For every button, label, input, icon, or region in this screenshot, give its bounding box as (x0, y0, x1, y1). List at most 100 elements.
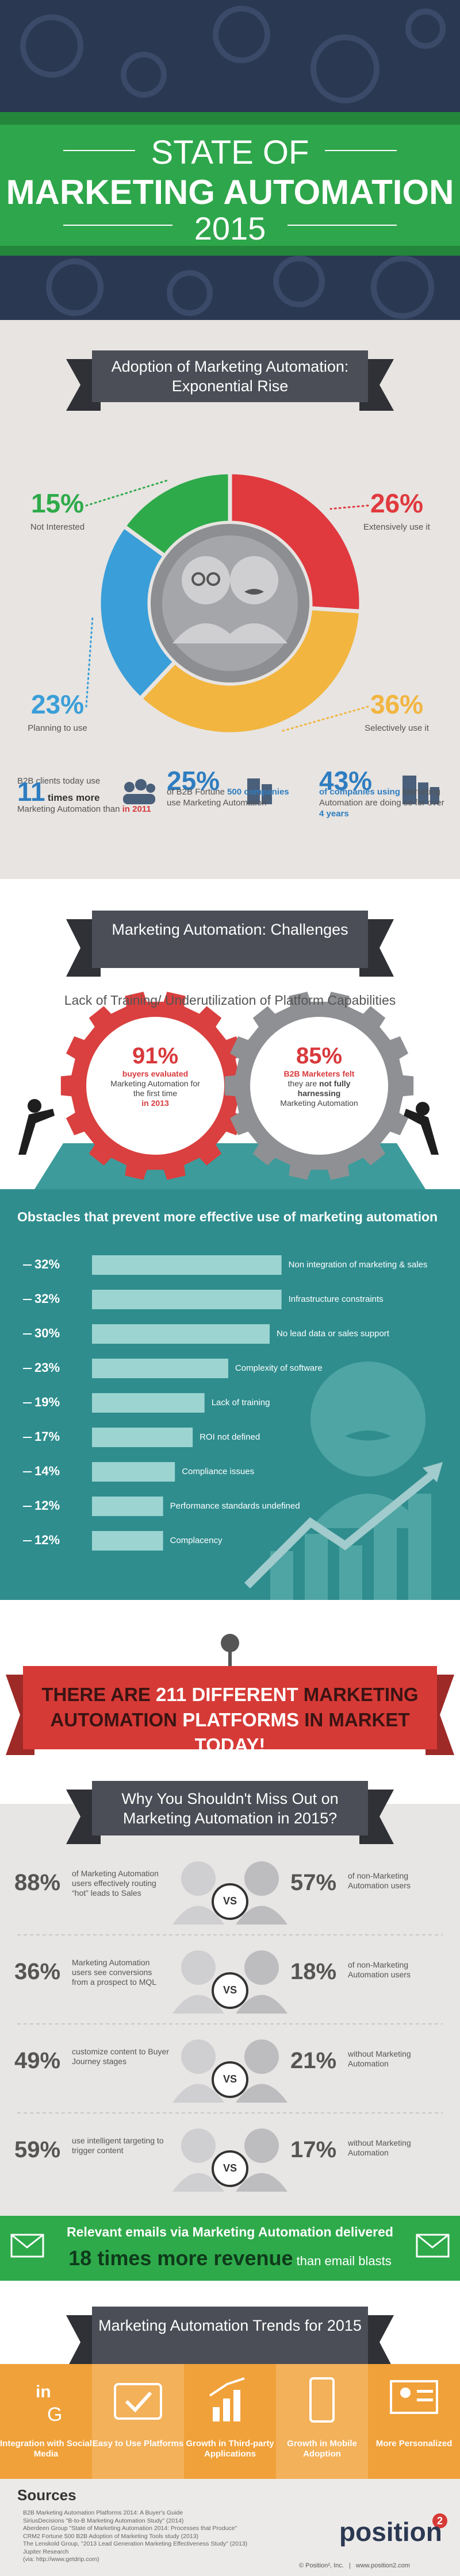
decoration (339, 1545, 362, 1600)
stat-emph: 500 companies (227, 787, 289, 797)
bar-value: 30% (34, 1326, 60, 1340)
left-text: of Marketing Automation users effectivel… (72, 1869, 159, 1898)
decoration (60, 992, 414, 1180)
stat-number: 11 (17, 777, 45, 807)
email-emph: 18 times more revenue (68, 2246, 293, 2270)
decoration (121, 52, 167, 98)
stat-text: of B2B Fortune (167, 787, 225, 797)
bar-label: Lack of training (212, 1398, 270, 1407)
footer: © Position², Inc. | www.position2.com (299, 2562, 410, 2569)
decoration (0, 112, 460, 256)
source-item: Aberdeen Group "State of Marketing Autom… (23, 2525, 237, 2532)
connector (329, 504, 369, 510)
trend-label: Growth in Third-party Applications (186, 2439, 274, 2459)
decoration (20, 14, 83, 78)
gear-face (250, 1017, 388, 1155)
subtitle: Lack of Training/ Underutilization of Pl… (64, 993, 396, 1008)
decoration (123, 776, 439, 804)
source-item: B2B Marketing Automation Platforms 2014:… (23, 2509, 183, 2516)
stat-text: use Marketing Automation (167, 798, 267, 808)
decoration (206, 572, 220, 586)
decoration (390, 2380, 438, 2414)
decoration (17, 1861, 443, 2192)
bar-label: Performance standards undefined (170, 1501, 300, 1511)
decoration (151, 524, 309, 682)
decoration (213, 2407, 220, 2421)
decoration (135, 779, 147, 790)
email-text: than email blasts (296, 2254, 392, 2268)
vs-label: VS (223, 1984, 237, 1996)
decoration (228, 1649, 232, 1669)
decoration (247, 778, 260, 804)
decoration (191, 572, 205, 586)
decoration (10, 2234, 44, 2258)
person-body (172, 1906, 224, 1925)
url: www.position2.com (355, 2562, 410, 2569)
sources-title: Sources (17, 2486, 76, 2504)
slice-label: Planning to use (28, 723, 87, 733)
stat-number: 43% (319, 766, 373, 796)
decoration (146, 784, 155, 793)
decoration (20, 6, 446, 319)
slice-value: 23% (31, 689, 84, 719)
stat-highlight: 4 years (319, 809, 349, 819)
bar (92, 1255, 282, 1275)
connector (85, 479, 168, 507)
decoration (345, 1430, 391, 1441)
stat-emph: times more (47, 792, 100, 803)
decoration (371, 256, 434, 319)
bar (92, 1497, 163, 1516)
slice-value: 15% (31, 488, 84, 518)
bar-value: 14% (34, 1464, 60, 1478)
banner-part: PLATFORMS (182, 1709, 300, 1730)
person-head (244, 1950, 279, 1985)
decoration (244, 589, 264, 595)
right-text: without Marketing Automation (348, 2138, 411, 2157)
right-value: 57% (290, 1870, 337, 1895)
banner-part: IN MARKET (304, 1709, 410, 1730)
vs-circle (212, 1972, 248, 2009)
person-body (236, 2084, 288, 2103)
copyright: © Position², Inc. (299, 2562, 344, 2569)
bar-label: No lead data or sales support (277, 1329, 390, 1339)
decoration (417, 2390, 433, 2393)
trend-label: Integration with Social Media (0, 2439, 93, 2459)
person-body (236, 1995, 288, 2014)
vs-label: VS (223, 2073, 237, 2085)
bar (92, 1428, 193, 1447)
decoration (423, 1462, 443, 1482)
person-head (181, 2039, 216, 2074)
decoration (0, 1804, 460, 2216)
stat-text: B2B clients today use (17, 776, 101, 786)
section-title: Marketing Automation: Challenges (112, 921, 348, 938)
decoration (46, 259, 103, 316)
decoration (244, 1362, 443, 1600)
person-head (244, 2128, 279, 2163)
decoration (221, 1634, 239, 1652)
connector (85, 615, 94, 708)
section-title: Why You Shouldn't Miss Out on Marketing … (121, 1790, 339, 1827)
decoration: in G (36, 2377, 438, 2425)
decoration (182, 556, 230, 604)
vs-label: VS (223, 1895, 237, 1907)
stat-text: Marketing Automation are doing so for ov… (319, 787, 444, 808)
decoration (92, 2364, 184, 2479)
section-title: Marketing Automation Trends for 2015 (98, 2317, 362, 2334)
bar-label: ROI not defined (200, 1432, 260, 1442)
right-value: 18% (290, 1959, 337, 1984)
decoration (23, 1666, 437, 1749)
person-body (172, 2173, 224, 2192)
connector (279, 705, 369, 732)
person-body (236, 2173, 288, 2192)
person-head (181, 1861, 216, 1896)
right-text: without Marketing Automation (348, 2049, 411, 2068)
logo: position (339, 2517, 442, 2547)
slice-label: Not Interested (30, 522, 85, 532)
decoration (162, 535, 298, 671)
decoration (416, 2234, 450, 2258)
gear-value: 85% (296, 1043, 343, 1069)
person-body (172, 1995, 224, 2014)
